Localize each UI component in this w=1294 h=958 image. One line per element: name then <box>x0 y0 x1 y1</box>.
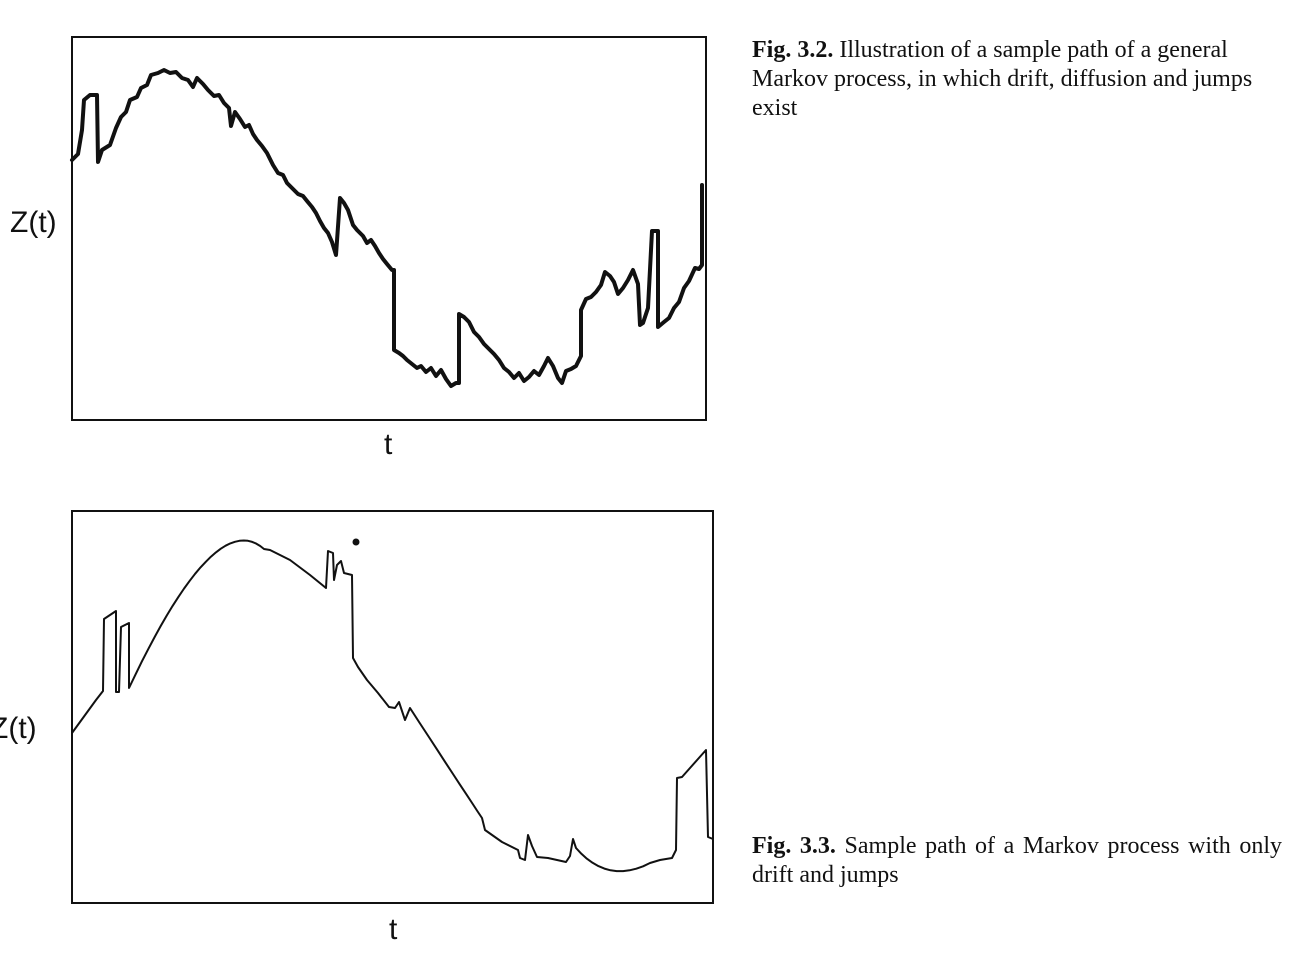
sample-path-line <box>71 539 714 873</box>
isolated-point-mark <box>352 538 360 546</box>
figure-3-2-caption: Fig. 3.2. Illustration of a sample path … <box>752 36 1287 123</box>
caption-text: Sample path of a Markov process with onl… <box>752 833 1283 888</box>
sample-path-plot-diffusion <box>70 36 707 421</box>
figure-3-3-caption: Fig. 3.3. Sample path of a Markov proces… <box>752 832 1282 890</box>
sample-path-line <box>70 68 704 388</box>
sample-path-plot-drift-jumps <box>71 510 714 904</box>
plot-frame <box>71 510 714 904</box>
x-axis-label: t <box>389 913 398 946</box>
caption-figure-number: Fig. 3.2. <box>752 37 834 63</box>
y-axis-label: Z(t) <box>10 206 57 239</box>
plot-frame <box>71 36 707 421</box>
caption-figure-number: Fig. 3.3. <box>752 833 836 859</box>
y-axis-label: Z(t) <box>0 712 37 745</box>
x-axis-label: t <box>384 428 393 461</box>
figure-3-2: Z(t) t <box>0 0 740 480</box>
caption-text: Illustration of a sample path of a gener… <box>752 37 1253 121</box>
figure-3-3: Z(t) t <box>0 495 740 958</box>
